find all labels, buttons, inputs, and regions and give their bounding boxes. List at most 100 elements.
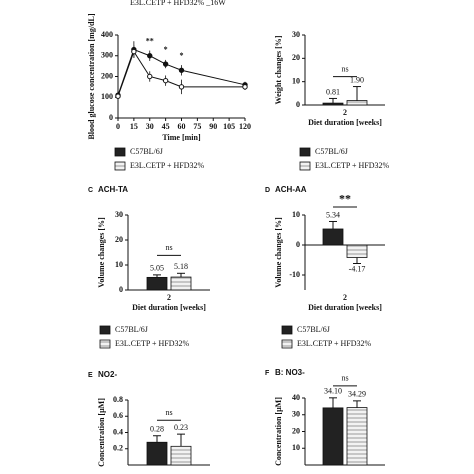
bar bbox=[346, 100, 368, 106]
point bbox=[178, 67, 185, 73]
value-label: 0.28 bbox=[150, 425, 164, 434]
x-tick-label: 30 bbox=[146, 122, 154, 131]
point bbox=[162, 61, 169, 67]
panel-title: ACH-TA bbox=[98, 185, 128, 194]
y-tick-label: 0.4 bbox=[113, 427, 123, 436]
value-label: 5.34 bbox=[326, 210, 340, 219]
x-axis-label: Diet duration [weeks] bbox=[132, 303, 206, 312]
x-tick-label: 75 bbox=[193, 122, 201, 131]
legend-label: E3L.CETP + HFD32% bbox=[115, 339, 190, 348]
y-axis-label: Volume changes [%] bbox=[97, 217, 106, 288]
top-text: E3L.CETP + HFD32% _16W bbox=[130, 0, 226, 7]
x-tick-label: 45 bbox=[162, 122, 170, 131]
y-axis-label: Concentration [µM] bbox=[97, 398, 106, 467]
y-tick-label: 10 bbox=[292, 443, 300, 452]
x-tick-label: 120 bbox=[239, 122, 251, 131]
legend-label: C57BL/6J bbox=[297, 325, 330, 334]
y-axis-label: Volume changes [%] bbox=[274, 217, 283, 288]
legend-label: E3L.CETP + HFD32% bbox=[130, 161, 205, 170]
y-tick-label: 0.6 bbox=[113, 411, 123, 420]
bar bbox=[146, 276, 168, 291]
y-tick-label: -10 bbox=[289, 270, 300, 279]
panel-letter: D bbox=[265, 187, 270, 194]
legend-label: C57BL/6J bbox=[130, 147, 163, 156]
legend-swatch bbox=[114, 147, 126, 157]
y-tick-label: 300 bbox=[101, 51, 113, 60]
bar bbox=[322, 407, 344, 466]
y-tick-label: 30 bbox=[292, 30, 300, 39]
value-label: 1.90 bbox=[350, 75, 364, 84]
line bbox=[117, 48, 246, 96]
x-axis-label: Diet duration [weeks] bbox=[308, 303, 382, 312]
point bbox=[131, 48, 137, 55]
x-tick-label: 2 bbox=[167, 293, 171, 302]
value-label: 5.18 bbox=[174, 262, 188, 271]
y-tick-label: 0 bbox=[109, 113, 113, 122]
legend-label: E3L.CETP + HFD32% bbox=[297, 339, 372, 348]
panel-letter: F bbox=[265, 370, 270, 377]
bar bbox=[170, 445, 192, 466]
value-label: 0.81 bbox=[326, 87, 340, 96]
y-axis-label: Blood glucose concentration [mg/dL] bbox=[87, 13, 96, 139]
legend-swatch bbox=[281, 325, 293, 335]
panel-letter: E bbox=[88, 372, 93, 379]
y-tick-label: 40 bbox=[292, 393, 300, 402]
y-tick-label: 30 bbox=[292, 410, 300, 419]
significance: ** bbox=[146, 37, 154, 46]
significance: ns bbox=[341, 374, 348, 383]
significance: ns bbox=[165, 408, 172, 417]
panel-title: ACH-AA bbox=[275, 185, 307, 194]
significance: ** bbox=[339, 192, 351, 206]
y-tick-label: 0 bbox=[296, 100, 300, 109]
value-label: 34.10 bbox=[324, 387, 342, 396]
point bbox=[147, 53, 153, 59]
legend-swatch bbox=[114, 161, 126, 171]
legend-label: C57BL/6J bbox=[315, 147, 348, 156]
x-axis-label: Time [min] bbox=[162, 133, 201, 142]
panel-letter: C bbox=[88, 187, 93, 194]
y-axis-label: Weight changes [%] bbox=[274, 35, 283, 104]
x-tick-label: 2 bbox=[343, 293, 347, 302]
x-tick-label: 0 bbox=[116, 122, 120, 131]
line bbox=[117, 50, 245, 97]
legend-swatch bbox=[99, 325, 111, 335]
y-tick-label: 0.2 bbox=[113, 444, 123, 453]
x-tick-label: 60 bbox=[178, 122, 186, 131]
y-tick-label: 0.8 bbox=[113, 395, 123, 404]
panel-title: NO2- bbox=[98, 370, 117, 379]
y-tick-label: 200 bbox=[101, 71, 113, 80]
significance: ns bbox=[165, 243, 172, 252]
legend-label: C57BL/6J bbox=[115, 325, 148, 334]
y-tick-label: 400 bbox=[101, 30, 113, 39]
legend-swatch bbox=[299, 147, 311, 157]
x-tick-label: 105 bbox=[223, 122, 235, 131]
value-label: 5.05 bbox=[150, 264, 164, 273]
point bbox=[162, 77, 169, 84]
point bbox=[147, 73, 153, 80]
x-tick-label: 15 bbox=[130, 122, 138, 131]
value-label: 0.23 bbox=[174, 423, 188, 432]
y-tick-label: 100 bbox=[101, 92, 113, 101]
legend-swatch bbox=[99, 339, 111, 349]
x-tick-label: 90 bbox=[209, 122, 217, 131]
value-label: -4.17 bbox=[349, 264, 366, 273]
significance: * bbox=[164, 45, 168, 54]
legend-label: E3L.CETP + HFD32% bbox=[315, 161, 390, 170]
point bbox=[242, 84, 248, 90]
bar bbox=[146, 441, 168, 466]
y-tick-label: 10 bbox=[292, 210, 300, 219]
bar bbox=[170, 276, 192, 291]
bar bbox=[322, 228, 344, 246]
point bbox=[178, 84, 185, 90]
point bbox=[115, 93, 121, 99]
y-tick-label: 10 bbox=[292, 76, 300, 85]
panel-title: B: NO3- bbox=[275, 368, 305, 377]
y-tick-label: 30 bbox=[115, 210, 123, 219]
y-tick-label: 20 bbox=[115, 235, 123, 244]
significance: ns bbox=[341, 64, 348, 73]
significance: * bbox=[180, 51, 184, 60]
bar bbox=[322, 102, 344, 106]
x-axis-label: Diet duration [weeks] bbox=[308, 118, 382, 127]
y-axis-label: Concentration [µM] bbox=[274, 397, 283, 466]
